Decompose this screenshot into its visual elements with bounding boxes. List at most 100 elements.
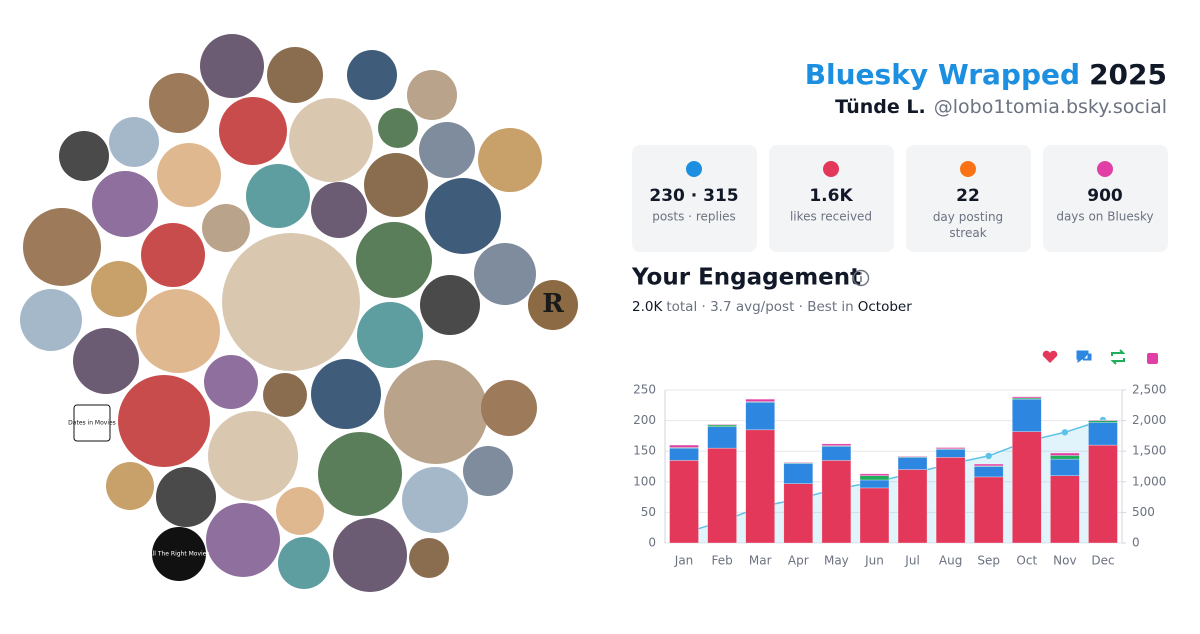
bar-segment	[821, 460, 852, 544]
y-tick-label: 200	[633, 413, 656, 427]
x-tick-label: Aug	[939, 554, 962, 568]
avatar	[149, 73, 209, 133]
bar-segment	[1050, 452, 1080, 456]
avatar	[202, 204, 250, 252]
bar-segment	[1088, 444, 1118, 544]
bar-segment	[859, 475, 890, 481]
x-tick-label: Oct	[1016, 554, 1037, 568]
avatar	[73, 328, 139, 394]
x-tick-label: Dec	[1091, 554, 1114, 568]
bar-segment	[897, 457, 928, 470]
y2-tick-label: 2,000	[1132, 413, 1166, 427]
bar-segment	[745, 401, 776, 431]
avatar	[204, 355, 258, 409]
stat-value: 230 · 315	[649, 186, 738, 206]
bar-segment	[973, 463, 1004, 467]
x-tick-label: Feb	[712, 554, 733, 568]
avatar	[474, 243, 536, 305]
bar-segment	[707, 447, 737, 544]
avatar	[463, 446, 513, 496]
y-tick-label: 250	[633, 383, 656, 397]
avatar-label: Dates in Movies	[68, 420, 116, 427]
section-subtitle: 2.0K total · 3.7 avg/post · Best in Octobe…	[632, 299, 912, 315]
bar-segment	[897, 455, 928, 458]
stat-label: day posting streak	[933, 210, 1003, 240]
avatar	[289, 98, 373, 182]
bar-segment	[669, 460, 699, 544]
avatar	[157, 143, 221, 207]
avatar	[347, 50, 397, 100]
stat-card	[632, 145, 757, 252]
avatar	[109, 117, 159, 167]
avatar	[263, 373, 307, 417]
avatar	[318, 432, 402, 516]
legend-icon	[1110, 349, 1126, 365]
bar-segment	[973, 466, 1004, 478]
bar-segment	[859, 473, 890, 476]
stats: 230 · 315 posts · replies 1.6K likes receiv…	[632, 145, 1168, 252]
bar-segment	[821, 446, 852, 461]
avatar	[200, 34, 264, 98]
avatar	[73, 404, 111, 442]
stat-card	[1043, 145, 1168, 252]
legend-icon	[1042, 350, 1058, 363]
stat-value: 900	[1087, 186, 1123, 206]
avatar-collage: R Dates in Movies All The Right Movies	[20, 34, 578, 592]
stat-value: 1.6K	[809, 186, 853, 206]
y-tick-label: 150	[633, 444, 656, 458]
bar-segment	[783, 463, 814, 484]
avatar	[246, 164, 310, 228]
avatar	[333, 518, 407, 592]
stat-label-line: streak	[949, 226, 986, 240]
bar-segment	[821, 443, 852, 446]
avatar	[141, 223, 205, 287]
title: Bluesky Wrapped 2025	[805, 58, 1167, 91]
bar-segment	[1088, 419, 1118, 421]
line-point	[985, 452, 992, 460]
avatar	[222, 233, 360, 371]
avatar	[478, 128, 542, 192]
bar-segment	[935, 457, 966, 544]
avatar	[59, 131, 109, 181]
avatar	[276, 487, 324, 535]
bar-segment	[859, 479, 890, 489]
stat-icon	[1097, 161, 1113, 177]
x-tick-label: Jan	[674, 554, 694, 568]
y2-tick-label: 0	[1132, 536, 1140, 550]
y-tick-label: 100	[633, 474, 656, 488]
x-tick-label: Mar	[749, 554, 772, 568]
bar-segment	[1011, 398, 1042, 432]
title-text: Bluesky Wrapped	[805, 58, 1080, 91]
bar-segment	[1050, 458, 1080, 476]
y2-tick-label: 500	[1132, 505, 1155, 519]
avatar	[378, 108, 418, 148]
legend-icon	[1076, 350, 1092, 363]
avatar	[407, 70, 457, 120]
y-tick-label: 0	[648, 536, 656, 550]
bar-segment	[783, 483, 814, 544]
title-year: 2025	[1089, 58, 1167, 91]
avatar	[278, 537, 330, 589]
legend-icon	[1147, 353, 1158, 364]
bar-segment	[897, 469, 928, 544]
stat-label: likes received	[790, 210, 872, 224]
avatar	[20, 289, 82, 351]
stat-label-line: day posting	[933, 210, 1003, 224]
total: 2.0K	[632, 299, 663, 315]
avatar	[156, 467, 216, 527]
y2-tick-label: 2,500	[1132, 383, 1166, 397]
avatar	[91, 261, 147, 317]
stat-icon	[686, 161, 702, 177]
x-tick-label: May	[824, 554, 849, 568]
bar-segment	[935, 449, 966, 458]
bar-segment	[745, 429, 776, 544]
bar-segment	[935, 447, 966, 450]
bar-segment	[707, 426, 737, 449]
avatar	[356, 222, 432, 298]
avatar	[311, 182, 367, 238]
avatar	[118, 375, 210, 467]
avatar	[92, 171, 158, 237]
x-tick-label: Apr	[788, 554, 809, 568]
avatar	[267, 47, 323, 103]
avatar	[364, 153, 428, 217]
